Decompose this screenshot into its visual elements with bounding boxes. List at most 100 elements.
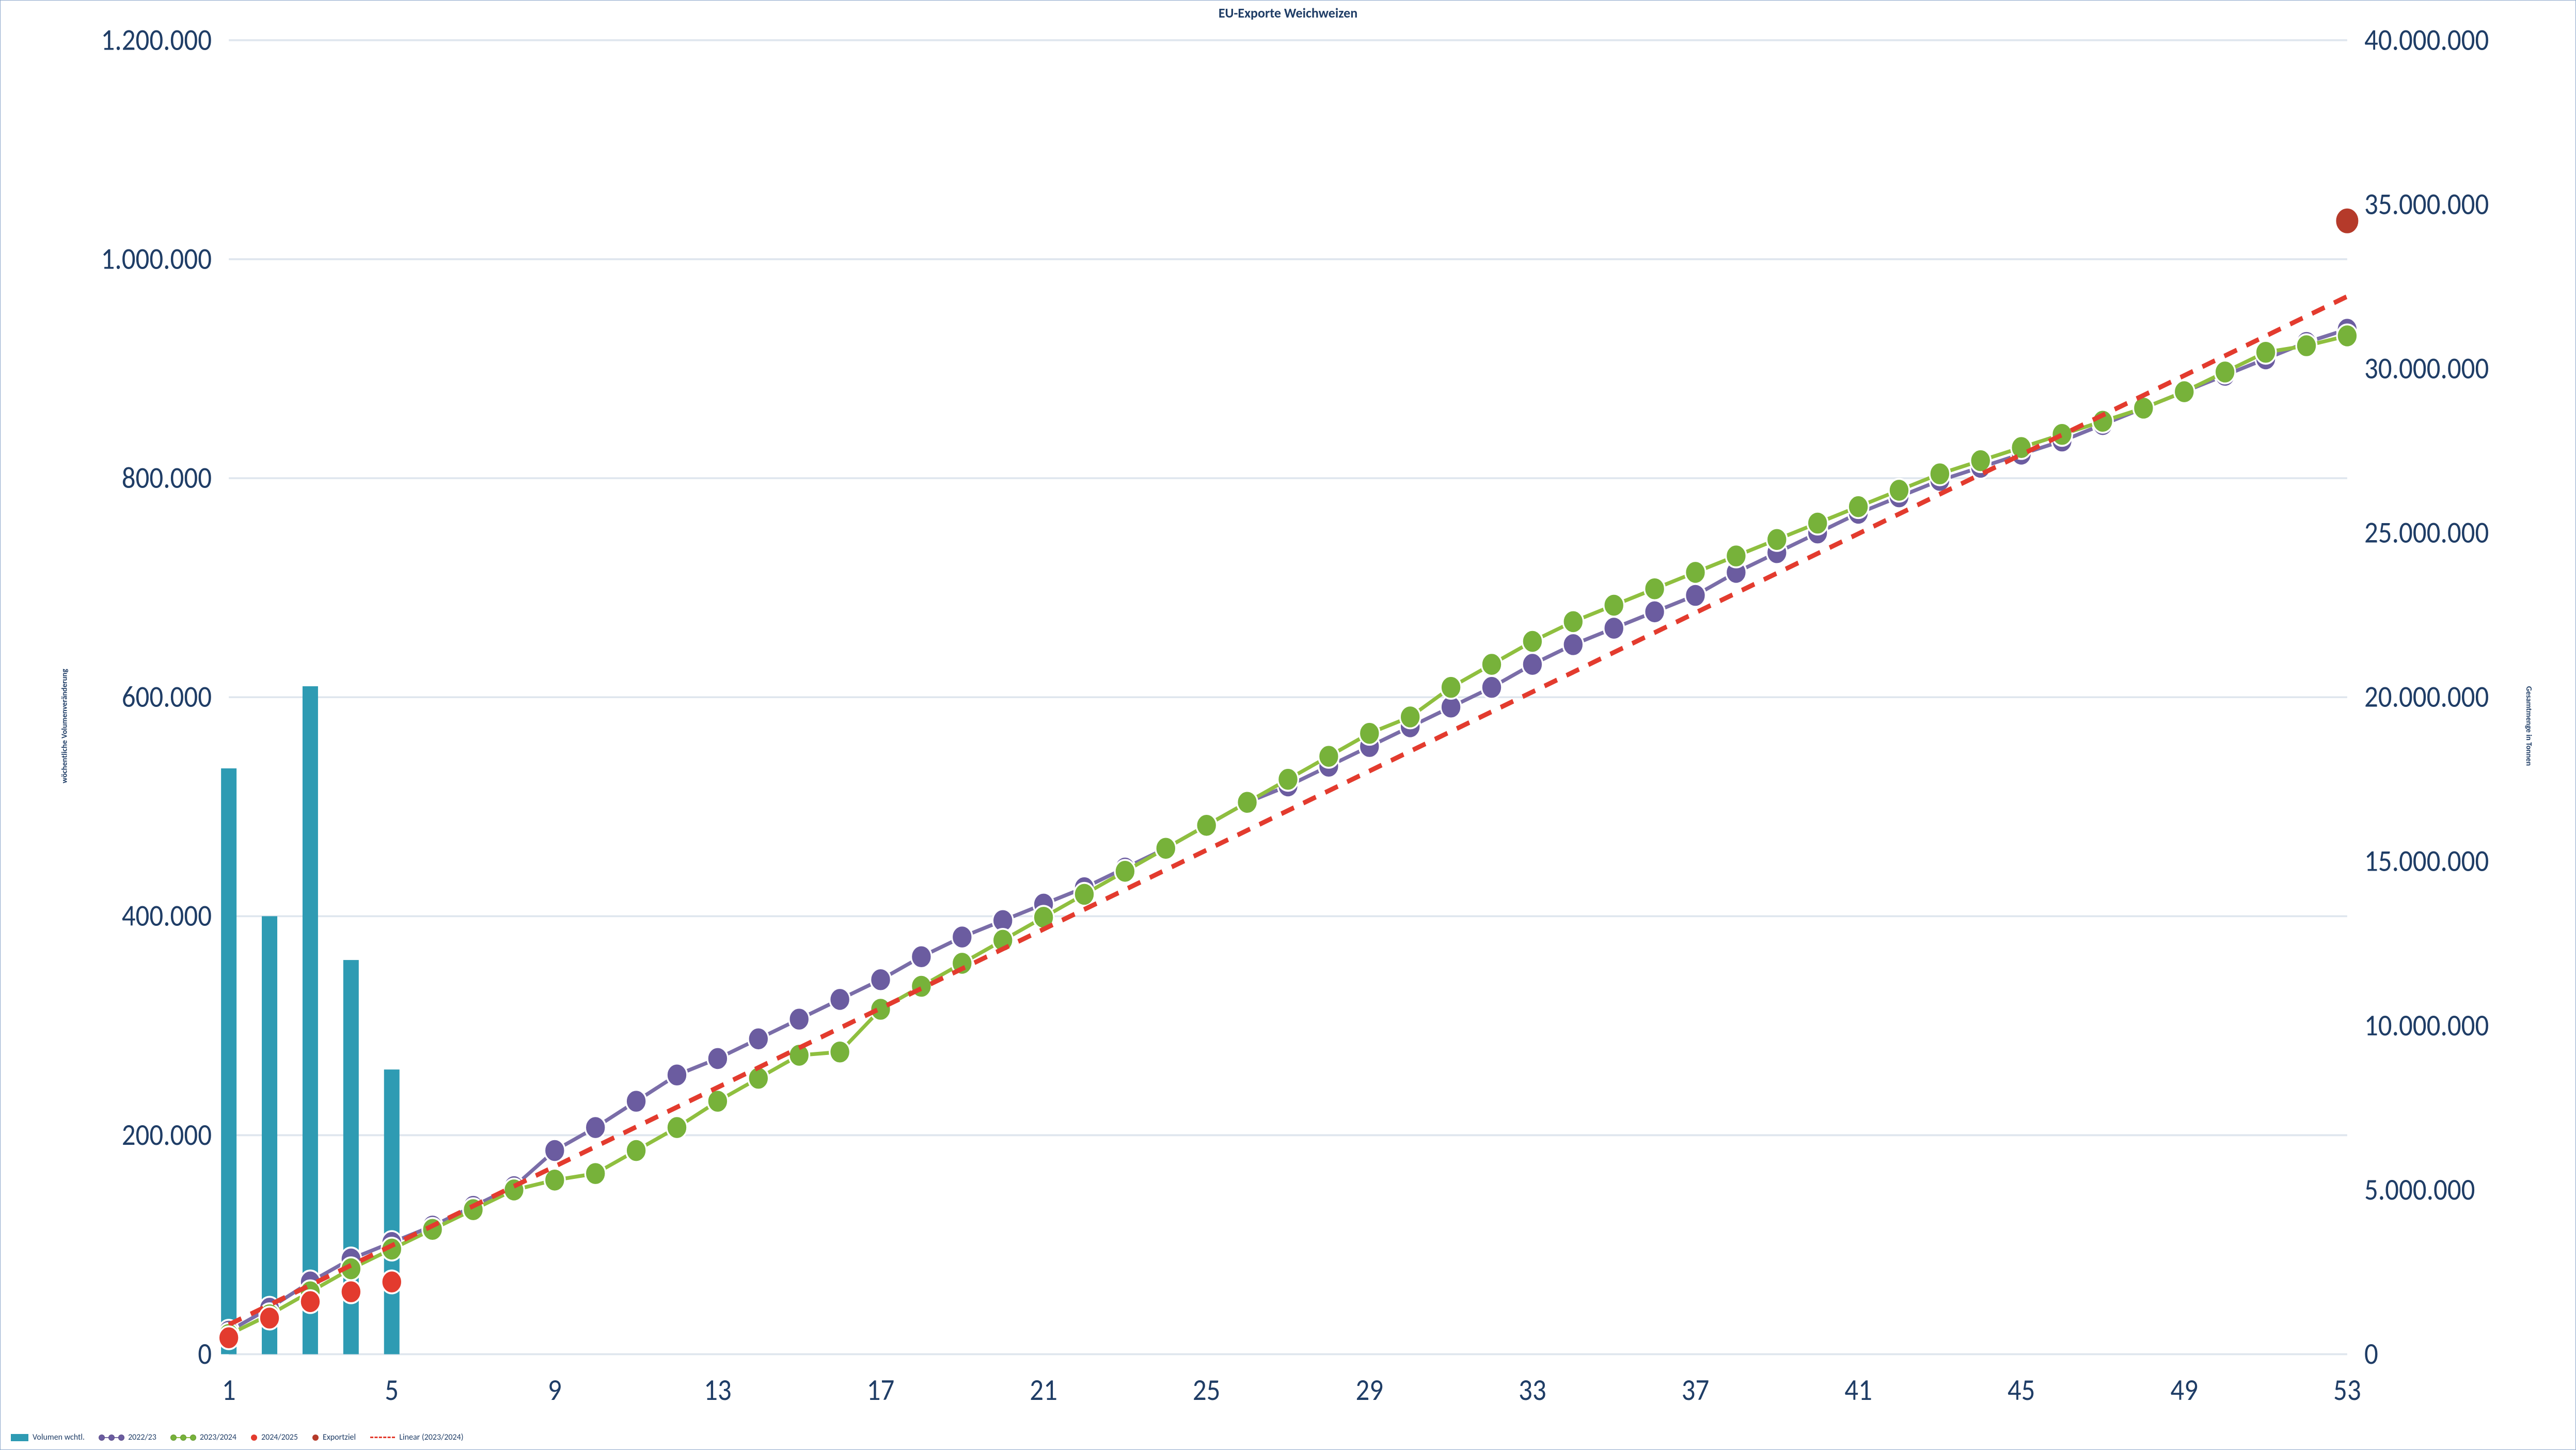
x-tick: 9 [548, 1372, 562, 1409]
series-2023-24-marker [1807, 512, 1828, 534]
series-2023-24-marker [1115, 860, 1135, 882]
y-left-tick: 800.000 [122, 460, 212, 497]
series-2022-23-marker [707, 1047, 728, 1070]
series-2023-24-marker [2174, 380, 2194, 403]
x-tick: 1 [222, 1372, 236, 1409]
legend-volumen: Volumen wchtl. [11, 1432, 85, 1442]
series-2023-24-marker [748, 1067, 769, 1090]
series-2023-24-marker [1196, 814, 1217, 837]
y-left-tick: 1.000.000 [101, 241, 212, 278]
series-2023-24-marker [1930, 462, 1950, 485]
series-2023-24-marker [626, 1139, 646, 1162]
y-left-tick: 1.200.000 [101, 22, 212, 59]
chart-area: wöchentliche Volumenveränderung Gesamtme… [7, 21, 2569, 1430]
y-right-tick: 35.000.000 [2364, 186, 2489, 223]
series-2023-24-marker [2052, 423, 2073, 446]
series-2022-23-marker [626, 1090, 646, 1113]
x-tick: 33 [1519, 1372, 1546, 1409]
series-2022-23-marker [748, 1028, 769, 1050]
volume-bar [262, 916, 277, 1354]
series-2022-23-marker [871, 968, 891, 991]
legend-bar-swatch [11, 1434, 28, 1441]
x-tick: 45 [2008, 1372, 2035, 1409]
chart-frame: EU-Exporte Weichweizen wöchentliche Volu… [0, 0, 2576, 1450]
series-2022-23-marker [830, 988, 850, 1011]
x-tick: 53 [2333, 1372, 2361, 1409]
series-2023-24-marker [667, 1116, 687, 1139]
series-2022-23-marker [585, 1116, 606, 1139]
series-2023-24-marker [2215, 360, 2235, 383]
legend-2024-25-label: 2024/2025 [261, 1432, 298, 1442]
legend: Volumen wchtl. 2022/23 2023/2024 2024/202… [7, 1430, 2569, 1443]
series-2022-23-marker [1522, 653, 1543, 675]
legend-2024-25: 2024/2025 [251, 1432, 298, 1442]
y-right-tick: 15.000.000 [2364, 843, 2489, 880]
series-2023-24-marker [422, 1218, 443, 1241]
legend-2023-24: 2023/2024 [171, 1432, 236, 1442]
series-2023-24-marker [1604, 594, 1624, 617]
chart-title: EU-Exporte Weichweizen [7, 5, 2569, 21]
series-2022-23-marker [1645, 601, 1665, 623]
series-2023-24-marker [1766, 528, 1787, 551]
legend-2022-23-label: 2022/23 [128, 1432, 156, 1442]
legend-exportziel: Exportziel [312, 1432, 356, 1442]
series-2023-24-marker [1563, 610, 1584, 633]
series-2023-24-marker [1319, 745, 1339, 768]
legend-2023-24-label: 2023/2024 [200, 1432, 236, 1442]
x-tick: 21 [1030, 1372, 1057, 1409]
series-2023-24-marker [830, 1041, 850, 1063]
x-tick: 37 [1682, 1372, 1710, 1409]
series-2024-25-marker [300, 1290, 321, 1313]
legend-volumen-label: Volumen wchtl. [33, 1432, 85, 1442]
legend-dot-swatch [312, 1435, 319, 1441]
y-right-tick: 40.000.000 [2364, 22, 2489, 59]
series-2023-24-marker [585, 1162, 606, 1185]
legend-exportziel-label: Exportziel [323, 1432, 356, 1442]
series-2023-24-marker [1278, 768, 1299, 791]
series-2023-24-marker [1359, 722, 1380, 745]
series-2023-24-marker [1645, 577, 1665, 600]
series-2023-24-marker [1522, 630, 1543, 653]
series-2023-24-marker [1685, 561, 1706, 584]
legend-line-swatch [99, 1434, 124, 1441]
x-tick: 49 [2170, 1372, 2198, 1409]
legend-trend-label: Linear (2023/2024) [399, 1432, 463, 1442]
series-2023-24-marker [1726, 545, 1747, 568]
series-2023-24-marker [707, 1090, 728, 1113]
series-2023-24-marker [1237, 791, 1258, 814]
volume-bar [303, 686, 318, 1354]
series-2024-25-marker [259, 1306, 280, 1329]
y-right-tick: 10.000.000 [2364, 1007, 2489, 1044]
series-2023-24-marker [1074, 883, 1095, 906]
series-2022-23-marker [952, 925, 972, 948]
y-left-tick: 600.000 [122, 679, 212, 716]
y-right-tick: 25.000.000 [2364, 514, 2489, 551]
series-2023-24-marker [1400, 705, 1420, 728]
series-2022-23-marker [544, 1139, 565, 1162]
series-2022-23-marker [1481, 676, 1502, 699]
series-2022-23-marker [1563, 633, 1584, 656]
y-axis-left-label: wöchentliche Volumenveränderung [60, 669, 70, 783]
y-right-tick: 5.000.000 [2364, 1171, 2475, 1208]
volume-bar [221, 768, 236, 1354]
x-tick: 25 [1193, 1372, 1221, 1409]
series-2023-24-marker [1156, 837, 1176, 860]
legend-dot-swatch [251, 1435, 257, 1441]
legend-2022-23: 2022/23 [99, 1432, 156, 1442]
x-tick: 29 [1355, 1372, 1383, 1409]
series-2023-24-marker [2337, 324, 2358, 347]
y-left-tick: 200.000 [122, 1116, 212, 1154]
x-tick: 17 [867, 1372, 895, 1409]
y-left-tick: 0 [198, 1335, 212, 1373]
series-2022-23-marker [789, 1007, 810, 1030]
series-2023-24-marker [2255, 341, 2276, 364]
volume-bar [384, 1069, 400, 1354]
series-2023-24-marker [1441, 676, 1461, 699]
y-right-tick: 0 [2364, 1335, 2378, 1373]
x-tick: 5 [385, 1372, 399, 1409]
y-right-tick: 30.000.000 [2364, 350, 2489, 387]
series-2024-25-marker [382, 1270, 402, 1293]
trend-line [229, 296, 2347, 1325]
legend-trend: Linear (2023/2024) [370, 1432, 463, 1442]
x-tick: 41 [1844, 1372, 1872, 1409]
